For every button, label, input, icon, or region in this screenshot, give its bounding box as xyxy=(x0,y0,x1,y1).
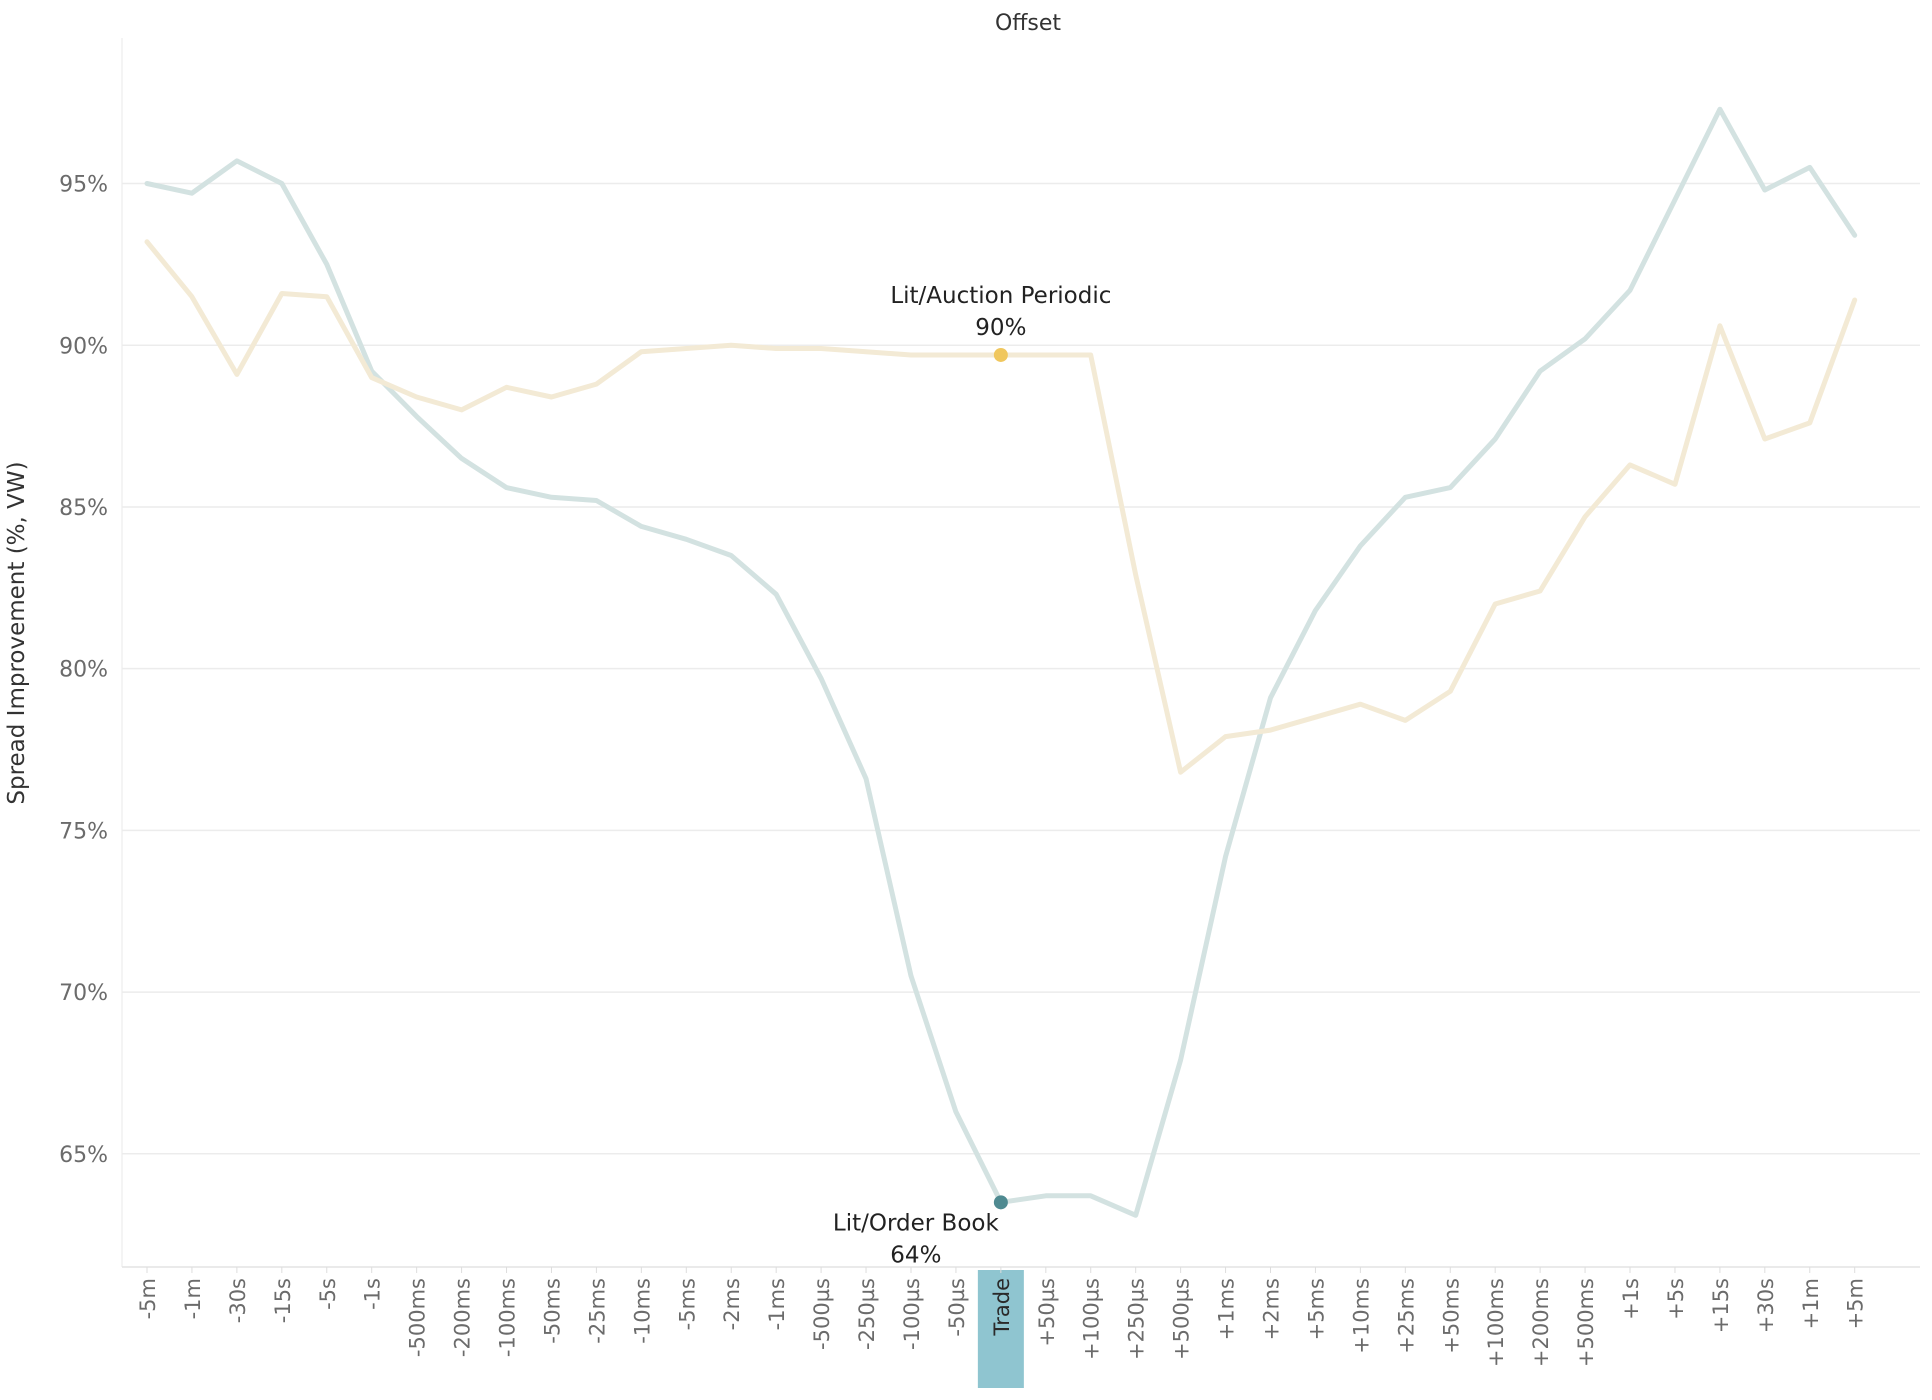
x-tick-label: +1ms xyxy=(1215,1278,1239,1340)
mark-label-value: 64% xyxy=(890,1242,941,1268)
x-tick-label: +5ms xyxy=(1304,1278,1328,1340)
series-lines xyxy=(144,106,1858,1218)
x-tick-label: -5s xyxy=(316,1278,340,1310)
x-tick-label: -500ms xyxy=(406,1278,430,1357)
x-tick-label: +500ms xyxy=(1574,1278,1598,1367)
y-tick-label: 65% xyxy=(59,1143,108,1168)
x-tick-label: -250µs xyxy=(855,1278,879,1350)
x-tick-label: -30s xyxy=(226,1278,250,1323)
x-tick-label: -1s xyxy=(361,1278,385,1310)
y-axis-title: Spread Improvement (%, VW) xyxy=(4,461,30,804)
x-tick-label: +5m xyxy=(1844,1278,1868,1329)
y-tick-label: 75% xyxy=(59,819,108,844)
x-tick-label: -100ms xyxy=(496,1278,520,1357)
series-marker-0 xyxy=(993,1195,1008,1210)
x-tick-label: +1m xyxy=(1799,1278,1823,1329)
x-tick-label: +50ms xyxy=(1439,1278,1463,1354)
mark-labels: Lit/Order Book 64% Lit/Auction Periodic 90% xyxy=(833,283,1111,1268)
y-tick-label: 95% xyxy=(59,173,108,198)
x-tick-label: +30s xyxy=(1754,1278,1778,1333)
x-tick-label: -500µs xyxy=(810,1278,834,1350)
x-tick-label: -15s xyxy=(271,1278,295,1323)
x-tick-label: +200ms xyxy=(1529,1278,1553,1367)
x-tick-label: +2ms xyxy=(1260,1278,1284,1340)
x-tick-label: +250µs xyxy=(1125,1278,1149,1360)
x-tick-label: +50µs xyxy=(1035,1278,1059,1347)
x-tick-label: -200ms xyxy=(451,1278,475,1357)
mark-label-name: Lit/Auction Periodic xyxy=(890,283,1111,309)
x-tick-label: +25ms xyxy=(1394,1278,1418,1354)
x-tick-label: +100ms xyxy=(1484,1278,1508,1367)
x-tick-label: -1m xyxy=(181,1278,205,1319)
series-marker-1 xyxy=(993,347,1008,362)
x-tick-label: +10ms xyxy=(1349,1278,1373,1354)
y-tick-label: 90% xyxy=(59,334,108,359)
chart-title: Offset xyxy=(995,11,1061,36)
x-tick-label: -2ms xyxy=(720,1278,744,1330)
grid-lines xyxy=(122,182,1920,1155)
x-tick-label: Trade xyxy=(990,1278,1014,1337)
mark-label-value: 90% xyxy=(975,315,1026,341)
trade-highlight-band xyxy=(977,1270,1024,1388)
x-tick-label: -50ms xyxy=(540,1278,564,1344)
x-tick-label: -10ms xyxy=(630,1278,654,1344)
x-tick-label: -50µs xyxy=(945,1278,969,1337)
series-line-0 xyxy=(144,106,1858,1218)
x-tick-label: -1ms xyxy=(765,1278,789,1330)
x-tick-label: +500µs xyxy=(1170,1278,1194,1360)
y-tick-label: 70% xyxy=(59,981,108,1006)
mark-label-name: Lit/Order Book xyxy=(833,1210,1000,1236)
y-axis-ticks: 65% 70% 75% 80% 85% 90% 95% xyxy=(59,173,108,1168)
x-tick-label: +100µs xyxy=(1080,1278,1104,1360)
y-tick-label: 85% xyxy=(59,496,108,521)
x-tick-label: -5ms xyxy=(675,1278,699,1330)
x-tick-label: +5s xyxy=(1664,1278,1688,1320)
series-markers xyxy=(993,347,1008,1210)
y-tick-label: 80% xyxy=(59,658,108,683)
x-tick-label: +1s xyxy=(1619,1278,1643,1320)
x-tick-label: -25ms xyxy=(585,1278,609,1344)
x-tick-label: +15s xyxy=(1709,1278,1733,1333)
x-axis-ticks: -5m -1m -30s -15s -5s -1s -500ms -200ms -100ms -5… xyxy=(136,1267,1868,1367)
x-tick-label: -5m xyxy=(136,1278,160,1319)
x-tick-label: -100µs xyxy=(900,1278,924,1350)
